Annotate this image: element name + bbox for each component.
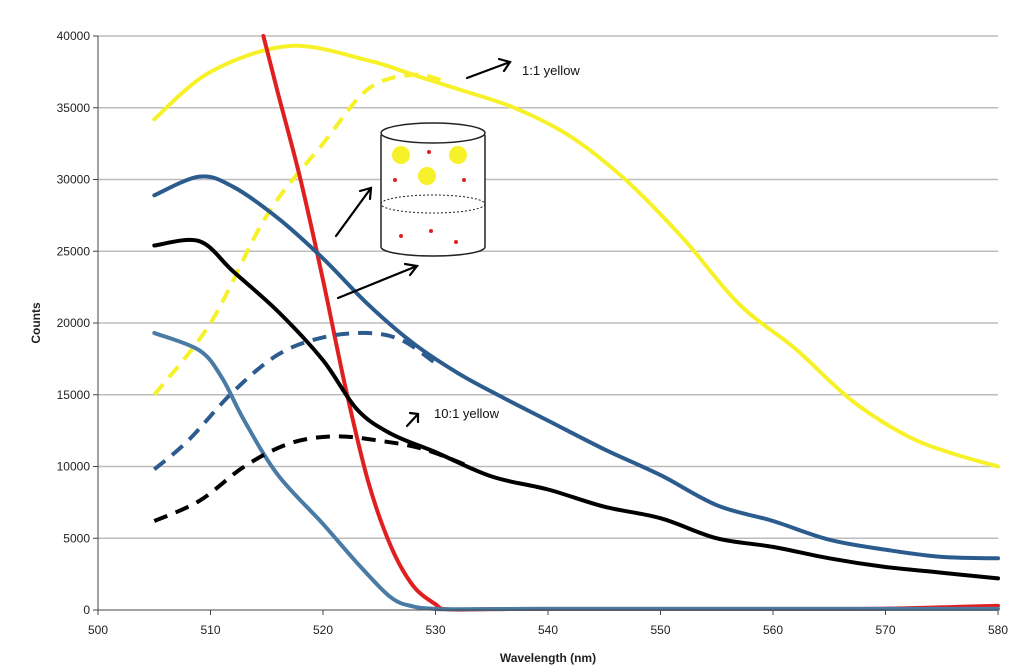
yellow-particle [449, 146, 467, 164]
series-line-steel-blue [152, 331, 1000, 612]
series-line-yellow-solid [152, 43, 1000, 469]
annotation-10-1-yellow: 10:1 yellow [434, 406, 500, 421]
y-ticks: 0 5000 10000 15000 20000 25000 30000 35000 40000 [57, 29, 98, 617]
x-tick-label: 520 [313, 623, 333, 637]
red-particle [429, 229, 433, 233]
y-tick-label: 20000 [57, 316, 91, 330]
x-tick-label: 530 [425, 623, 445, 637]
red-particle [462, 178, 466, 182]
x-tick-label: 500 [88, 623, 108, 637]
red-particle [399, 234, 403, 238]
x-ticks: 500 510 520 530 540 550 560 570 580 [88, 610, 1008, 637]
x-tick-label: 510 [200, 623, 220, 637]
y-axis-title: Counts [29, 302, 43, 344]
x-tick-label: 540 [538, 623, 558, 637]
series-line-black-solid [152, 237, 1000, 581]
red-particle [454, 240, 458, 244]
cuvette-illustration [380, 122, 486, 257]
series-line-blue-solid [152, 174, 1000, 561]
arrow-10-1-yellow [405, 411, 420, 428]
yellow-particle [418, 167, 436, 185]
cuvette-top-rim [380, 122, 486, 144]
cuvette-filter-membrane [380, 194, 486, 214]
y-tick-label: 40000 [57, 29, 91, 43]
red-particle [427, 150, 431, 154]
annotation-arrows [334, 57, 512, 428]
x-tick-label: 580 [988, 623, 1008, 637]
annotation-1-1-yellow: 1:1 yellow [522, 63, 580, 78]
red-particle [393, 178, 397, 182]
series-lines [152, 34, 1000, 612]
y-tick-label: 25000 [57, 244, 91, 258]
y-tick-label: 5000 [63, 531, 90, 545]
series-line-blue-dashed [152, 330, 437, 471]
yellow-particle [392, 146, 410, 164]
gridlines [98, 35, 998, 540]
x-tick-label: 550 [650, 623, 670, 637]
arrow-to-cuvette-bottom [336, 262, 420, 300]
x-tick-label: 570 [875, 623, 895, 637]
arrow-1-1-yellow [465, 57, 512, 80]
x-tick-label: 560 [763, 623, 783, 637]
y-tick-label: 15000 [57, 388, 91, 402]
y-tick-label: 0 [83, 603, 90, 617]
y-tick-label: 10000 [57, 460, 91, 474]
y-tick-label: 30000 [57, 173, 91, 187]
series-line-yellow-dashed [152, 72, 448, 397]
x-axis-title: Wavelength (nm) [500, 651, 596, 665]
y-tick-label: 35000 [57, 101, 91, 115]
arrow-to-cuvette-top [334, 186, 373, 238]
series-line-black-dashed [153, 434, 471, 523]
